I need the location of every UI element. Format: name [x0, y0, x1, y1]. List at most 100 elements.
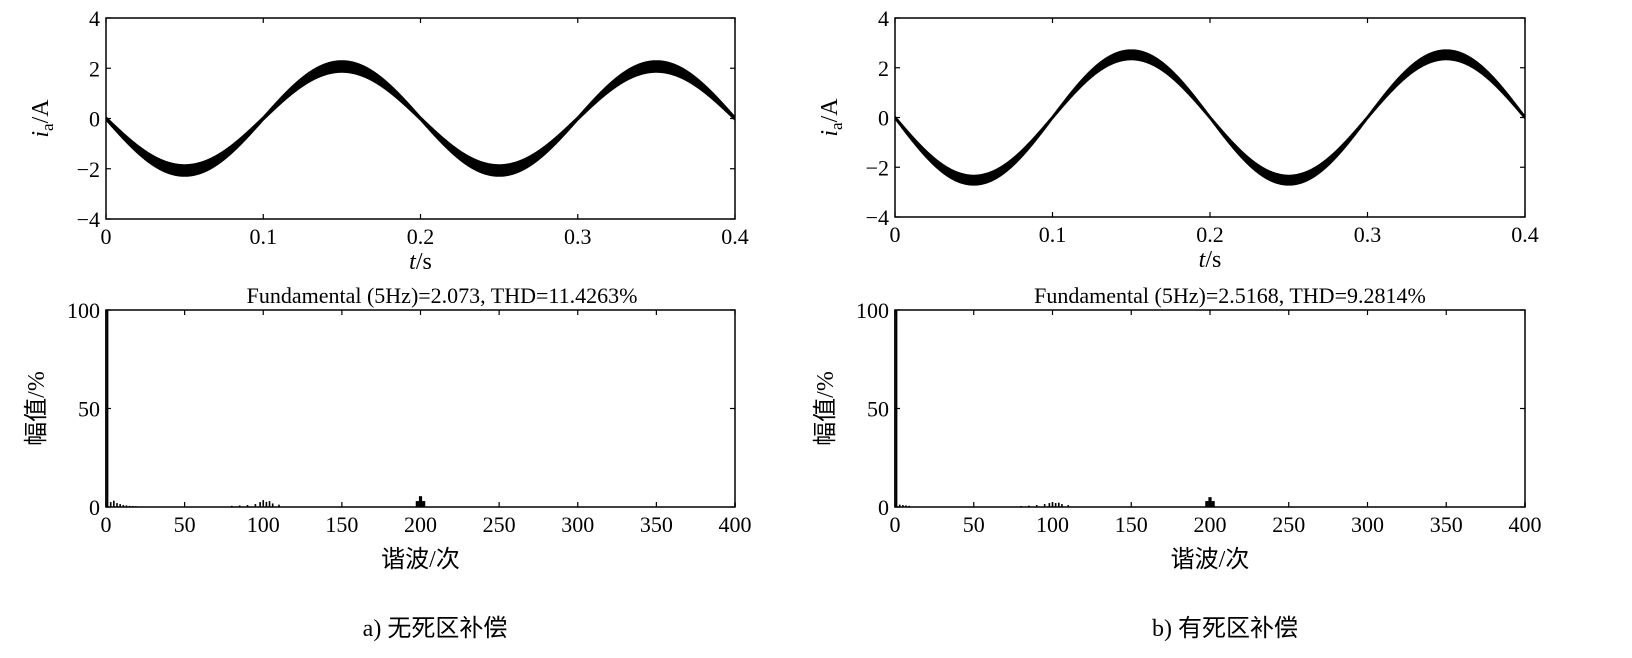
chart-b-spectrum-xtick-label: 100	[1036, 512, 1069, 537]
chart-b-time-series-ia	[894, 49, 1526, 186]
chart-a-spectrum-bar	[734, 503, 736, 507]
chart-a-time-ytick-label: −2	[77, 157, 100, 182]
chart-a-spectrum-bar	[131, 506, 134, 507]
chart-a-spectrum-xtick-label: 50	[174, 512, 196, 537]
chart-b-spectrum-bar	[1051, 502, 1054, 507]
chart-b-spectrum-ylabel: 幅值/%	[812, 371, 839, 446]
chart-a-time-ylabel-sub: a	[38, 123, 57, 131]
chart-b-spectrum-bar	[1043, 504, 1046, 507]
chart-b-spectrum-bar	[894, 310, 896, 507]
chart-b-spectrum-bar	[905, 505, 907, 507]
chart-a-time-xtick-label: 0.2	[407, 224, 435, 249]
chart-a-spectrum-bar	[135, 506, 137, 507]
chart-a-spectrum-bar	[109, 502, 112, 507]
caption-a: a) 无死区补偿	[363, 615, 508, 642]
chart-a-spectrum-ytick-label: 50	[78, 397, 100, 422]
chart-a-time-ytick-label: 2	[89, 56, 100, 81]
chart-b-spectrum-xtick-label: 300	[1351, 512, 1384, 537]
chart-a-spectrum-bar	[271, 503, 274, 507]
chart-a-spectrum-bar	[128, 505, 131, 507]
chart-b-time-ytick-label: 2	[878, 56, 889, 81]
chart-a-spectrum: Fundamental (5Hz)=2.073, THD=11.4263% 0 5…	[23, 283, 752, 573]
chart-b-spectrum-xtick-label: 400	[1509, 512, 1542, 537]
chart-a-spectrum-bar	[278, 504, 280, 507]
chart-a-spectrum-xtick-label: 400	[719, 512, 752, 537]
chart-b-time-xtick-label: 0.1	[1039, 222, 1067, 247]
chart-a-spectrum-plot-frame	[105, 309, 736, 508]
chart-b-spectrum-bar	[1524, 503, 1526, 507]
chart-a-spectrum-ytick-label: 0	[89, 495, 100, 520]
chart-b-spectrum-bar	[1048, 503, 1051, 507]
chart-a-spectrum-bar	[415, 501, 419, 507]
chart-a-spectrum-xtick-label: 200	[404, 512, 437, 537]
chart-a-spectrum-bar	[116, 503, 118, 507]
chart-a-time-ytick-label: 0	[89, 107, 100, 132]
chart-b-spectrum-bar	[1020, 506, 1022, 507]
chart-b-spectrum-bar	[1211, 501, 1215, 507]
chart-a-time-ylabel-unit: /A	[28, 99, 54, 124]
chart-b-spectrum-xtick-label: 200	[1194, 512, 1227, 537]
chart-a-spectrum-bar	[246, 505, 249, 507]
chart-b-spectrum-plot-frame	[894, 309, 1526, 508]
chart-b-time-ytick-label: −4	[866, 205, 889, 230]
chart-a-spectrum-ytick-label: 100	[67, 298, 100, 323]
chart-b-time-ylabel-unit: /A	[817, 98, 843, 123]
chart-a-spectrum-bar	[106, 310, 109, 507]
chart-b-time: 0 0.1 0.2 0.3 0.4 −4 −2 0 2 4 ia/A t/s	[817, 6, 1539, 273]
chart-a-spectrum-bar	[113, 500, 115, 507]
chart-a-time-xtick-label: 0.4	[721, 224, 749, 249]
chart-b-spectrum-xtick-label: 350	[1430, 512, 1463, 537]
chart-b-spectrum-bar	[1067, 505, 1070, 507]
chart-b-spectrum-ytick-label: 100	[856, 298, 889, 323]
chart-a-spectrum-bar	[122, 505, 125, 507]
chart-b-time-ylabel: ia/A	[817, 98, 846, 137]
chart-b-spectrum-bar	[1208, 497, 1212, 507]
chart-b-spectrum-bar	[1061, 504, 1063, 507]
chart-a-spectrum-xtick-label: 0	[101, 512, 112, 537]
chart-b-spectrum-bar	[1035, 505, 1038, 507]
chart-b-spectrum-bar	[1205, 501, 1209, 507]
chart-a-spectrum-xtick-label: 250	[483, 512, 516, 537]
chart-b-spectrum-xlabel: 谐波/次	[1171, 546, 1250, 573]
chart-a-spectrum-title: Fundamental (5Hz)=2.073, THD=11.4263%	[247, 283, 638, 308]
chart-a-spectrum-bar	[418, 496, 423, 507]
chart-b-spectrum-bar	[908, 505, 910, 507]
chart-b-time-ytick-label: −2	[866, 155, 889, 180]
chart-a-spectrum-bar	[259, 502, 261, 507]
caption-b: b) 有死区补偿	[1152, 615, 1298, 642]
chart-a-time-xlabel-unit: /s	[416, 249, 432, 275]
chart-a-spectrum-xtick-label: 350	[640, 512, 673, 537]
chart-a-time-xtick-label: 0.1	[250, 224, 278, 249]
chart-a-spectrum-xtick-label: 150	[325, 512, 358, 537]
chart-b-spectrum-xtick-label: 0	[890, 512, 901, 537]
chart-a-time-ytick-label: −4	[77, 207, 100, 232]
chart-b-time-xlabel-t: t	[1199, 247, 1207, 273]
chart-b-spectrum-xtick-label: 250	[1272, 512, 1305, 537]
chart-a-spectrum-xtick-label: 300	[561, 512, 594, 537]
chart-b-spectrum-bar	[895, 310, 898, 507]
chart-b-spectrum-bar	[1054, 503, 1057, 507]
chart-a-time-ylabel: ia/A	[28, 99, 57, 138]
chart-b-spectrum-xtick-label: 150	[1115, 512, 1148, 537]
chart-b-time-xtick-label: 0	[890, 222, 901, 247]
chart-a-time-ylabel-i: i	[28, 131, 54, 138]
chart-a-spectrum-xlabel: 谐波/次	[381, 546, 460, 573]
chart-a-spectrum-bar	[119, 504, 121, 507]
chart-b-time-ytick-label: 0	[878, 106, 889, 131]
chart-b-spectrum: Fundamental (5Hz)=2.5168, THD=9.2814% 0 5…	[812, 283, 1542, 573]
chart-a-time-ytick-label: 4	[89, 6, 100, 31]
chart-a-time-series-ia	[105, 60, 736, 177]
chart-b-time-xlabel-unit: /s	[1205, 247, 1221, 273]
chart-b-time-xtick-label: 0.2	[1196, 222, 1224, 247]
chart-b-spectrum-bar	[1028, 505, 1030, 507]
chart-a-time: 0 0.1 0.2 0.3 0.4 −4 −2 0 2 4 ia/A t/s	[28, 6, 749, 275]
chart-a-spectrum-xtick-label: 100	[247, 512, 280, 537]
chart-b-time-ylabel-i: i	[817, 130, 843, 137]
chart-a-spectrum-bar	[265, 501, 268, 507]
chart-b-spectrum-bar	[902, 505, 904, 507]
chart-b-time-xtick-label: 0.3	[1354, 222, 1382, 247]
chart-a-spectrum-bar	[125, 505, 128, 507]
chart-b-time-xtick-label: 0.4	[1511, 222, 1539, 247]
chart-b-time-ylabel-sub: a	[827, 122, 846, 130]
